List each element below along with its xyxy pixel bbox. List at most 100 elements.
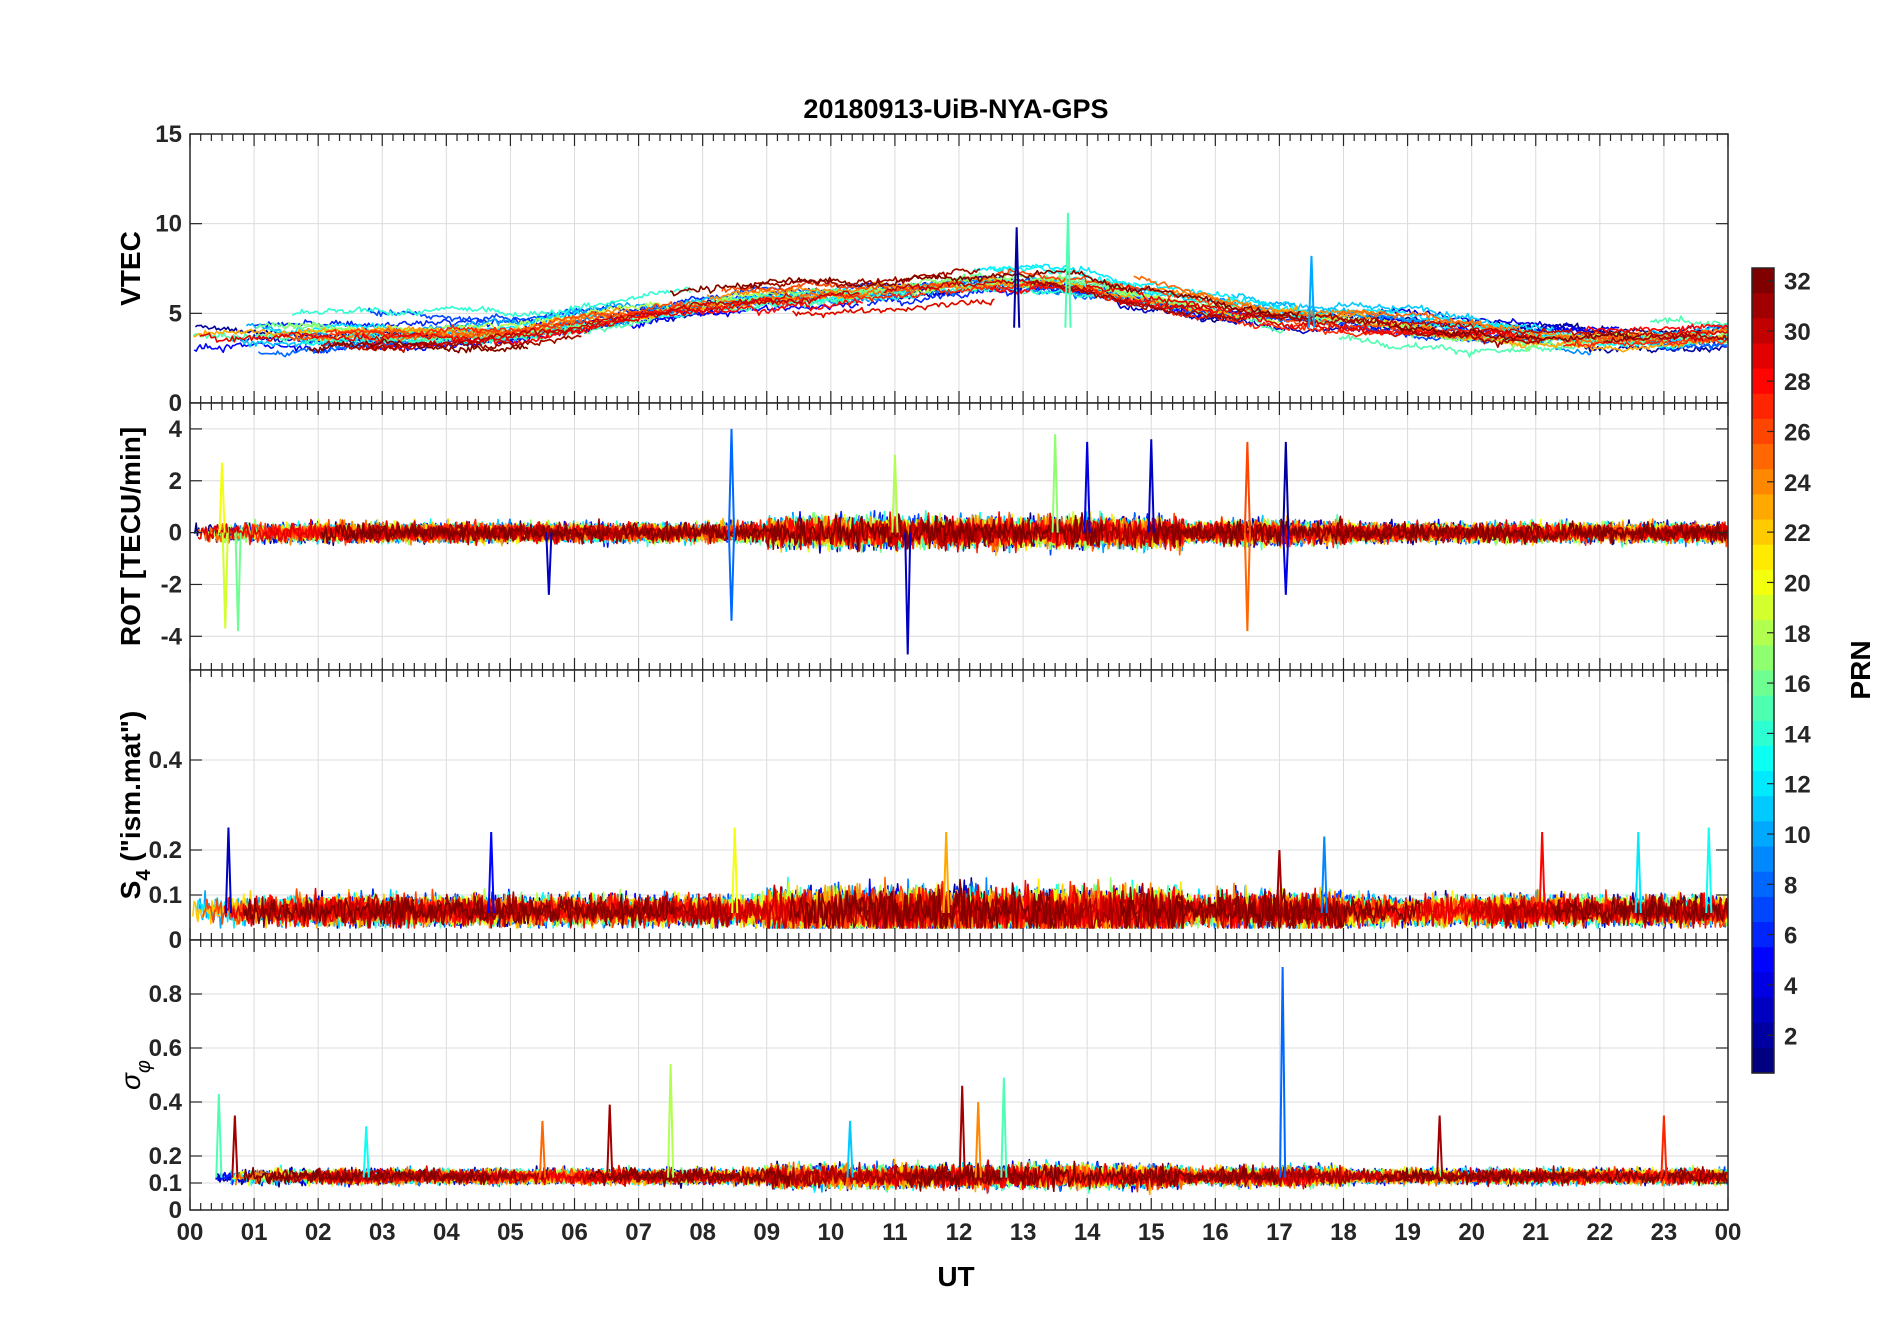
prn-series-line [199, 292, 793, 345]
prn-series-line [320, 290, 860, 354]
x-tick-label: 11 [882, 1219, 907, 1246]
series-spike [606, 1104, 614, 1178]
prn-series-line [1603, 330, 1728, 344]
y-axis-label: σφ [115, 1060, 155, 1090]
x-tick-label: 21 [1522, 1219, 1549, 1246]
series-spike [667, 1064, 675, 1178]
series-spike [846, 1120, 854, 1178]
series-spike [958, 1085, 966, 1178]
x-axis: 00 01 02 03 04 05 06 07 08 09 10 11 12 13 14 15 16 17 18 19… [177, 1219, 1742, 1246]
colorbar-tick-label: 6 [1784, 923, 1797, 950]
prn-series-line [1338, 333, 1578, 358]
colorbar-segment [1752, 293, 1774, 319]
prn-series-line [1553, 894, 1728, 926]
prn-series-line [792, 298, 995, 319]
series-spike [731, 827, 739, 914]
series-spike [1705, 827, 1713, 914]
prn-series-line [1148, 518, 1393, 548]
colorbar-segment [1752, 444, 1774, 470]
prn-series-line [242, 893, 675, 929]
prn-series-line [905, 1160, 1278, 1193]
colorbar-segment [1752, 846, 1774, 873]
series-spike [221, 532, 229, 629]
x-tick-label: 01 [241, 1219, 268, 1246]
prn-series-line [1274, 305, 1728, 353]
colorbar-segment [1752, 469, 1774, 496]
chart-title: 20180913-UiB-NYA-GPS [803, 94, 1108, 124]
y-tick-label: 0 [169, 520, 182, 547]
x-tick-label: 12 [946, 1219, 973, 1246]
series-group [193, 428, 1728, 655]
colorbar-segment [1752, 268, 1774, 294]
series-spike [1660, 1115, 1668, 1178]
prn-series-line [587, 1166, 791, 1188]
series-spike [1320, 836, 1328, 914]
series-spike [1147, 439, 1155, 533]
prn-series-line [1572, 520, 1728, 545]
x-tick-label: 06 [561, 1219, 588, 1246]
colorbar-segment [1752, 620, 1774, 646]
prn-series-line [245, 301, 703, 341]
colorbar-segment [1752, 343, 1774, 370]
series-spike [215, 1093, 223, 1178]
series-spike [538, 1120, 547, 1178]
y-tick-label: -4 [161, 623, 183, 650]
series-spike [224, 827, 233, 914]
series-spike [545, 532, 553, 595]
x-tick-label: 22 [1586, 1219, 1613, 1246]
colorbar-segment [1752, 418, 1774, 445]
series-group [192, 827, 1728, 929]
colorbar-segment [1752, 519, 1774, 546]
series-spike [1307, 255, 1316, 328]
series-group [215, 966, 1728, 1196]
prn-series-line [788, 878, 1068, 929]
colorbar-segment [1752, 368, 1774, 395]
y-tick-label: 0.8 [149, 981, 182, 1008]
series-spike [1436, 1115, 1444, 1178]
series-spike [1282, 441, 1290, 533]
prn-series-line [615, 1163, 1030, 1190]
x-tick-label: 07 [625, 1219, 652, 1246]
colorbar-segment [1752, 1047, 1774, 1074]
prn-series-line [1649, 315, 1728, 328]
x-tick-label: 13 [1010, 1219, 1037, 1246]
series-spike [487, 831, 495, 914]
colorbar-segment [1752, 922, 1774, 948]
x-tick-label: 05 [497, 1219, 524, 1246]
y-tick-label: 0 [169, 390, 182, 417]
colorbar-segment [1752, 796, 1774, 823]
colorbar-tick-label: 10 [1784, 822, 1811, 849]
y-tick-label: 4 [169, 416, 183, 443]
series-spike [1064, 212, 1072, 328]
prn-series-line [1380, 1167, 1728, 1187]
colorbar-tick-label: 14 [1784, 721, 1811, 748]
colorbar-segment [1752, 695, 1774, 722]
y-axis-label: VTEC [115, 231, 146, 306]
series-spike [218, 462, 226, 533]
series-spike [231, 1115, 239, 1178]
prn-series-line [343, 518, 801, 551]
x-tick-label: 15 [1138, 1219, 1165, 1246]
colorbar-segment [1752, 645, 1774, 672]
colorbar-tick-label: 20 [1784, 570, 1811, 597]
prn-series-line [1149, 287, 1384, 318]
y-tick-label: 10 [155, 211, 182, 238]
colorbar-tick-label: 30 [1784, 319, 1811, 346]
prn-series-line [629, 302, 860, 330]
colorbar-segment [1752, 670, 1774, 697]
colorbar-segment [1752, 947, 1774, 973]
series-spike [727, 428, 736, 533]
prn-series-line [1395, 520, 1728, 545]
prn-series-line [741, 268, 981, 290]
grid [189, 133, 1729, 404]
colorbar-segment [1752, 595, 1774, 621]
prn-series-line [1154, 302, 1549, 341]
y-axis-label: ROT [TECU/min] [115, 427, 146, 646]
colorbar-tick-label: 16 [1784, 671, 1811, 698]
y-tick-label: 2 [169, 468, 182, 495]
series-group [192, 212, 1728, 358]
series-spike [974, 1101, 982, 1178]
colorbar-segment [1752, 821, 1774, 848]
colorbar-label: PRN [1845, 640, 1876, 699]
